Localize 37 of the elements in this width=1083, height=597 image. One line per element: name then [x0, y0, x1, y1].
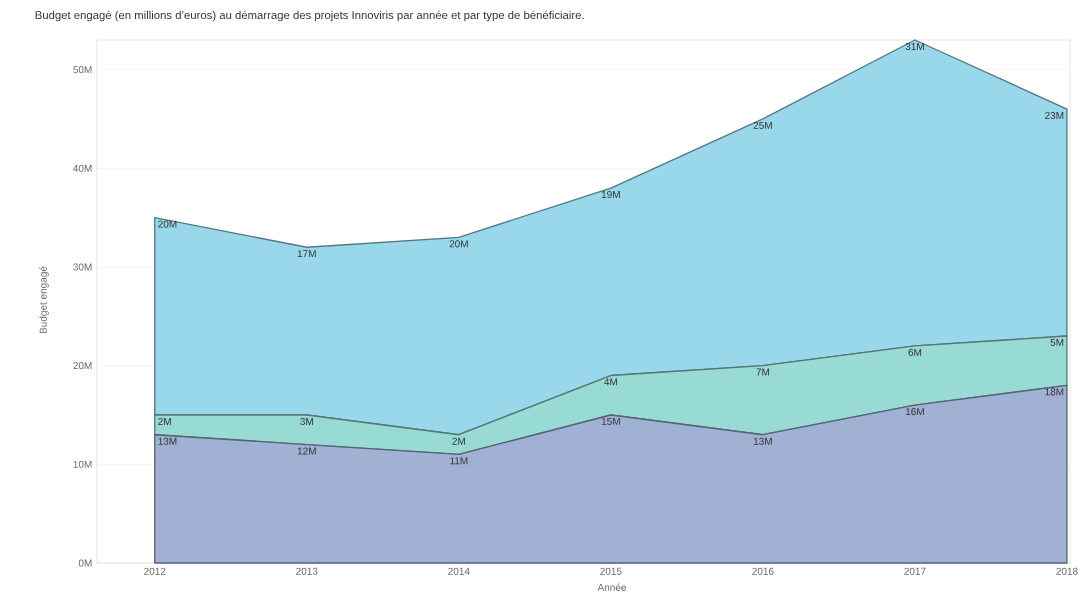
data-label: 20M [449, 240, 468, 248]
y-tick-label: 10M [73, 460, 92, 468]
data-label: 17M [297, 250, 316, 258]
data-label: 7M [756, 368, 770, 376]
data-label: 16M [905, 408, 924, 416]
data-label: 11M [450, 457, 468, 465]
data-label: 12M [297, 447, 316, 455]
y-tick-label: 0M [78, 559, 92, 567]
data-label: 15M [601, 417, 620, 425]
y-tick-label: 50M [73, 66, 92, 74]
data-label: 19M [601, 190, 620, 199]
y-tick-label: 30M [73, 263, 92, 271]
data-label: 2M [158, 417, 171, 425]
data-label: 25M [753, 121, 772, 129]
data-label: 6M [908, 348, 922, 356]
x-tick-label: 2015 [600, 567, 622, 575]
x-axis-title: Année [597, 583, 627, 591]
data-label: 13M [158, 437, 177, 445]
x-tick-label: 2014 [448, 567, 470, 575]
y-tick-label: 40M [73, 164, 92, 172]
data-label: 23M [1045, 112, 1064, 120]
data-label: 20M [158, 220, 177, 228]
data-label: 18M [1045, 388, 1064, 396]
x-tick-label: 2013 [296, 567, 318, 575]
data-label: 13M [753, 437, 772, 445]
x-tick-label: 2017 [904, 567, 926, 575]
data-label: 31M [905, 42, 924, 51]
y-axis-title: Budget engagé [39, 266, 49, 334]
data-label: 4M [604, 378, 617, 386]
data-label: 2M [452, 437, 465, 445]
x-tick-label: 2016 [752, 567, 774, 575]
x-tick-label: 2012 [144, 567, 166, 575]
x-tick-label: 2018 [1056, 567, 1078, 575]
chart-title: Budget engagé (en millions d’euros) au démarrage des projets Innoviris par année et par type de bénéficiaire. [35, 10, 584, 22]
y-tick-label: 20M [73, 362, 92, 370]
data-label: 3M [300, 417, 313, 425]
data-label: 5M [1050, 338, 1064, 346]
